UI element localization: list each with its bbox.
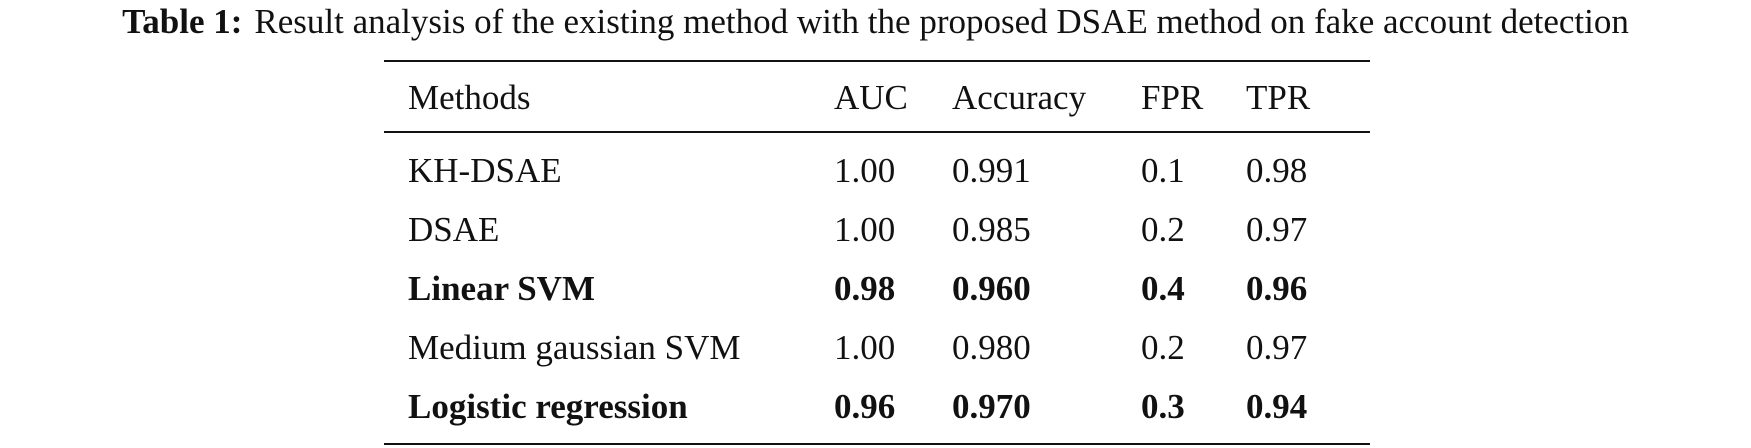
mid-rule — [384, 131, 1370, 133]
table-cell: 0.4 — [1141, 269, 1185, 308]
table-cell: 0.2 — [1141, 210, 1185, 249]
table-cell: 0.970 — [952, 387, 1031, 426]
table-cell: 0.991 — [952, 151, 1031, 190]
table-cell: 0.94 — [1246, 387, 1308, 426]
table-cell: DSAE — [408, 210, 500, 249]
table-cell: 0.98 — [1246, 151, 1308, 190]
header-cell: AUC — [834, 78, 908, 117]
table-cell: 0.1 — [1141, 151, 1185, 190]
table-cell: Linear SVM — [408, 269, 595, 308]
table-cell: 0.960 — [952, 269, 1031, 308]
table-cell: 0.96 — [834, 387, 896, 426]
table-cell: Medium gaussian SVM — [408, 328, 741, 367]
caption-label: Table 1: — [122, 2, 243, 41]
header-cell: Accuracy — [952, 78, 1087, 117]
top-rule — [384, 60, 1370, 62]
bottom-rule — [384, 443, 1370, 445]
table-cell: Logistic regression — [408, 387, 688, 426]
table-cell: 0.96 — [1246, 269, 1308, 308]
table-cell: 0.3 — [1141, 387, 1185, 426]
table-cell: 0.980 — [952, 328, 1031, 367]
table-cell: 0.985 — [952, 210, 1031, 249]
caption: Table 1: Result analysis of the existing … — [0, 2, 1751, 42]
table-cell: 0.97 — [1246, 210, 1308, 249]
header-cell: TPR — [1246, 78, 1311, 117]
table-cell: 1.00 — [834, 151, 896, 190]
table-cell: 0.97 — [1246, 328, 1308, 367]
table-cell: 1.00 — [834, 328, 896, 367]
header-cell: FPR — [1141, 78, 1204, 117]
table-cell: 0.98 — [834, 269, 896, 308]
table-cell: KH-DSAE — [408, 151, 562, 190]
table-cell: 0.2 — [1141, 328, 1185, 367]
caption-text: Result analysis of the existing method w… — [254, 2, 1629, 41]
table-cell: 1.00 — [834, 210, 896, 249]
header-cell: Methods — [408, 78, 531, 117]
